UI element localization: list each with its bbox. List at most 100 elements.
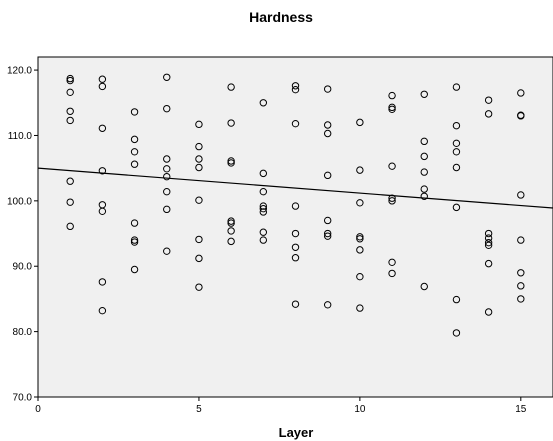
y-tick-label: 100.0	[7, 196, 32, 207]
data-point	[227, 237, 235, 246]
data-point	[195, 142, 203, 151]
data-point	[517, 191, 525, 199]
data-point	[195, 155, 203, 163]
data-point	[517, 269, 525, 277]
data-point	[388, 197, 396, 205]
data-point	[356, 118, 364, 127]
data-point	[484, 308, 493, 316]
data-point	[517, 236, 525, 244]
data-point	[517, 112, 525, 120]
data-point	[452, 329, 461, 337]
data-point	[484, 234, 493, 242]
data-point	[66, 74, 74, 83]
data-point	[259, 228, 268, 236]
data-point	[163, 205, 171, 214]
x-tick-label: 0	[35, 404, 41, 415]
data-point	[356, 304, 364, 312]
data-point	[323, 171, 332, 180]
data-point	[517, 295, 525, 303]
data-point	[66, 198, 74, 206]
data-point	[420, 168, 428, 176]
y-tick-label: 70.0	[13, 393, 33, 404]
data-point	[452, 163, 461, 172]
data-point	[420, 185, 428, 193]
data-point	[291, 243, 300, 251]
data-point	[484, 229, 493, 238]
data-point	[291, 254, 300, 262]
data-point	[227, 157, 235, 165]
data-point	[130, 135, 139, 144]
data-point	[227, 219, 235, 227]
data-point	[98, 306, 107, 315]
data-point	[291, 300, 300, 308]
data-point	[259, 99, 268, 107]
data-point	[195, 235, 203, 244]
data-point	[259, 236, 268, 244]
data-point	[323, 129, 332, 138]
data-point	[98, 167, 107, 175]
data-point	[356, 235, 364, 243]
data-point	[66, 177, 74, 185]
data-point	[356, 199, 364, 207]
x-tick-label: 15	[515, 404, 527, 415]
data-point	[420, 90, 428, 98]
data-point	[356, 233, 364, 241]
data-point	[452, 121, 461, 130]
data-point	[195, 283, 203, 291]
data-point	[291, 119, 300, 128]
data-point	[259, 202, 268, 210]
data-point	[163, 187, 171, 196]
data-point	[356, 272, 364, 281]
data-point	[227, 83, 235, 91]
data-point	[420, 282, 428, 291]
data-point	[420, 152, 428, 161]
data-point	[227, 227, 235, 235]
data-point	[323, 121, 332, 129]
regression-line	[37, 167, 553, 209]
data-point	[420, 192, 428, 200]
data-point	[227, 159, 235, 167]
data-point	[259, 187, 268, 196]
data-point	[356, 166, 364, 174]
data-point	[195, 120, 203, 129]
chart-title: Hardness	[249, 9, 313, 25]
data-point	[452, 139, 461, 148]
data-point	[227, 217, 235, 225]
x-axis: 0 5 10 15	[35, 397, 527, 415]
data-point	[452, 83, 461, 91]
data-point	[323, 85, 332, 93]
data-point	[291, 85, 300, 94]
y-axis: 70.0 80.0 90.0 100.0 110.0 120.0	[7, 66, 38, 404]
data-point	[388, 103, 396, 112]
data-point	[259, 169, 268, 178]
data-point	[227, 119, 235, 127]
data-point	[323, 301, 332, 309]
data-point	[130, 160, 139, 168]
x-axis-label: Layer	[279, 425, 314, 440]
data-point	[517, 89, 525, 97]
data-point	[130, 219, 139, 227]
data-point	[98, 82, 107, 91]
data-point	[388, 105, 396, 114]
data-point	[323, 216, 332, 225]
data-point	[291, 82, 300, 90]
data-point	[323, 232, 332, 240]
data-point	[98, 75, 107, 83]
data-point	[130, 148, 139, 156]
data-point	[388, 91, 396, 100]
data-point	[163, 73, 171, 81]
data-point	[163, 155, 171, 163]
data-point	[98, 124, 107, 132]
data-point	[484, 241, 493, 250]
data-point	[484, 238, 493, 247]
data-point	[356, 246, 364, 254]
data-point	[66, 107, 74, 115]
data-point	[388, 162, 396, 170]
data-point	[66, 116, 74, 125]
data-point	[195, 254, 203, 263]
plot-area	[37, 56, 553, 398]
data-points	[66, 73, 525, 337]
data-point	[291, 202, 300, 210]
data-point	[259, 204, 268, 213]
